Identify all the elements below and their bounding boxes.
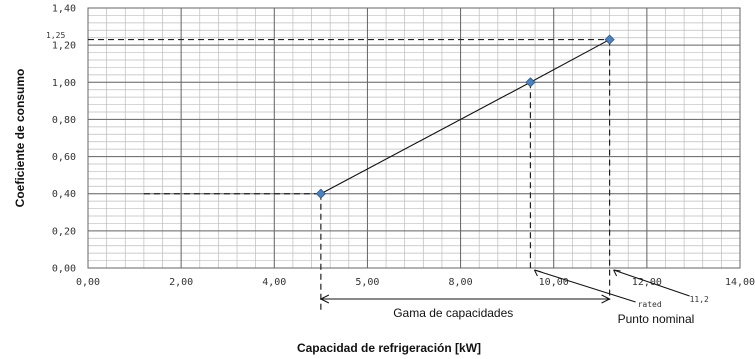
x-tick-label: 8,00 [449,277,473,288]
x-axis-title: Capacidad de refrigeración [kW] [297,341,481,355]
labels: Coeficiente de consumo Capacidad de refr… [13,31,709,355]
y-axis-title: Coeficiente de consumo [13,69,27,208]
x-extra-label: 11,2 [690,295,709,304]
range-arrow-head [601,294,611,304]
rated-leader-arrow [533,269,542,277]
x-tick-label: 10,00 [539,277,569,288]
x-tick-label: 5,00 [355,277,379,288]
axes: 0,00 0,20 0,40 0,60 0,80 1,00 1,20 1,40 0,00 2,00… [52,4,755,289]
data-point [525,77,536,88]
x-tick-label: 12,00 [632,277,662,288]
x-tick-label: 0,00 [76,277,100,288]
y-tick-label: 0,60 [52,152,76,163]
y-tick-label: 0,80 [52,115,76,126]
x-extra-leader [613,269,690,297]
y-tick-label: 1,00 [52,78,76,89]
grid [87,7,741,269]
y-tick-label: 1,20 [52,41,76,52]
range-label: Gama de capacidades [393,306,513,320]
nominal-label: Punto nominal [618,312,695,326]
x-tick-label: 4,00 [262,277,286,288]
y-extra-label: 1,25 [46,31,65,40]
y-tick-label: 0,40 [52,189,76,200]
y-tick-label: 0,20 [52,226,76,237]
series [315,34,615,199]
x-tick-label: 2,00 [169,277,193,288]
reference-lines [88,38,690,310]
plot-area [87,7,741,269]
y-tick-label: 1,40 [52,4,76,15]
y-tick-label: 0,00 [52,264,76,275]
rated-leader [534,269,636,303]
data-point [315,188,326,199]
x-tick-label: 14,00 [725,277,755,288]
range-arrow-head [319,294,330,304]
x-extra-leader-arrow [613,269,621,277]
rated-label: rated [638,300,662,309]
data-point [604,34,615,45]
